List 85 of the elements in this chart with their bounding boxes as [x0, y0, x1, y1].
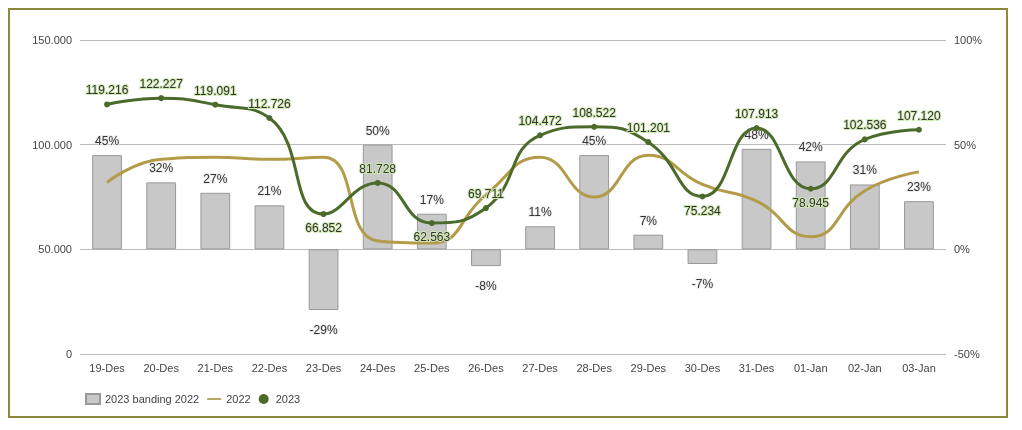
x-tick-label: 19-Des [89, 361, 126, 374]
point [212, 101, 219, 108]
point [645, 139, 652, 146]
data-label: 102.536 [843, 118, 887, 133]
data-label: 119.216 [85, 83, 129, 98]
data-label: -8% [475, 279, 497, 294]
x-tick-label: 21-Des [197, 361, 234, 374]
data-label: 50% [365, 123, 391, 138]
data-label: 66.852 [305, 221, 343, 236]
legend-label: 2023 banding 2022 [105, 393, 200, 405]
y2-tick-label: 0% [954, 243, 971, 256]
bar [741, 148, 772, 250]
data-label: 45% [95, 134, 120, 149]
data-label: 75.234 [684, 203, 722, 218]
data-label: 17% [419, 192, 445, 207]
bar [849, 184, 880, 250]
data-label: 107.120 [897, 108, 941, 123]
data-label: 101.201 [626, 121, 671, 136]
x-tick-label: 02-Jan [847, 361, 882, 374]
point [104, 101, 111, 108]
data-label: 78.945 [792, 195, 830, 210]
x-tick-label: 27-Des [522, 361, 559, 374]
point [861, 136, 868, 143]
data-label: 112.726 [248, 97, 291, 112]
data-label: 42% [798, 140, 824, 155]
y2-tick-label: 50% [954, 138, 977, 151]
bar [525, 226, 555, 250]
y2-tick-label: -50% [954, 348, 980, 360]
x-tick-label: 24-Des [359, 361, 396, 374]
bar [471, 249, 501, 267]
legend-label: 2022 [226, 393, 251, 405]
point [428, 220, 435, 227]
x-tick-label: 20-Des [143, 361, 180, 374]
bar [687, 249, 718, 264]
x-tick-label: 30-Des [684, 361, 721, 374]
x-tick-label: 01-Jan [793, 361, 828, 374]
point [266, 115, 273, 122]
point [374, 179, 381, 186]
x-tick-label: 22-Des [251, 361, 288, 374]
data-label: 122.227 [139, 77, 184, 92]
bar [633, 234, 664, 250]
data-label: 32% [149, 161, 174, 176]
point [807, 185, 814, 192]
x-tick-label: 03-Jan [902, 361, 936, 374]
data-label: 108.522 [572, 105, 617, 120]
point [915, 126, 922, 133]
data-label: -7% [691, 276, 714, 291]
point [537, 132, 544, 139]
bar [92, 155, 122, 250]
data-label: 107.913 [734, 107, 779, 122]
data-label: 104.472 [518, 114, 563, 129]
bar [904, 201, 934, 250]
point [699, 193, 706, 200]
point [482, 205, 489, 212]
bar [146, 182, 177, 250]
point [591, 123, 598, 130]
point [320, 211, 327, 218]
data-label: -29% [309, 323, 338, 338]
data-label: 31% [852, 163, 878, 178]
bar [579, 155, 610, 250]
bar [200, 192, 231, 250]
y-tick-label: 0 [65, 348, 72, 360]
y-tick-label: 50.000 [38, 243, 72, 256]
data-label: 119.091 [194, 83, 237, 98]
data-label: 21% [257, 184, 282, 199]
data-label: 23% [906, 180, 932, 195]
x-tick-label: 28-Des [576, 361, 613, 374]
y2-tick-label: 100% [954, 34, 983, 46]
bar [254, 205, 285, 250]
x-tick-label: 25-Des [414, 361, 451, 374]
data-label: 62.563 [413, 230, 451, 245]
data-label: 45% [582, 134, 607, 149]
data-label: 27% [203, 171, 228, 186]
x-tick-label: 29-Des [630, 361, 667, 374]
x-tick-label: 23-Des [305, 361, 342, 374]
bar [308, 249, 339, 311]
data-label: 11% [528, 205, 552, 220]
data-label: 81.728 [359, 161, 397, 176]
data-label: 7% [639, 213, 658, 228]
x-tick-label: 26-Des [468, 361, 505, 374]
y-tick-label: 150.000 [32, 34, 72, 46]
y-tick-label: 100.000 [32, 138, 72, 151]
x-tick-label: 31-Des [738, 361, 775, 374]
legend-label: 2023 [275, 393, 301, 405]
point [158, 95, 165, 102]
